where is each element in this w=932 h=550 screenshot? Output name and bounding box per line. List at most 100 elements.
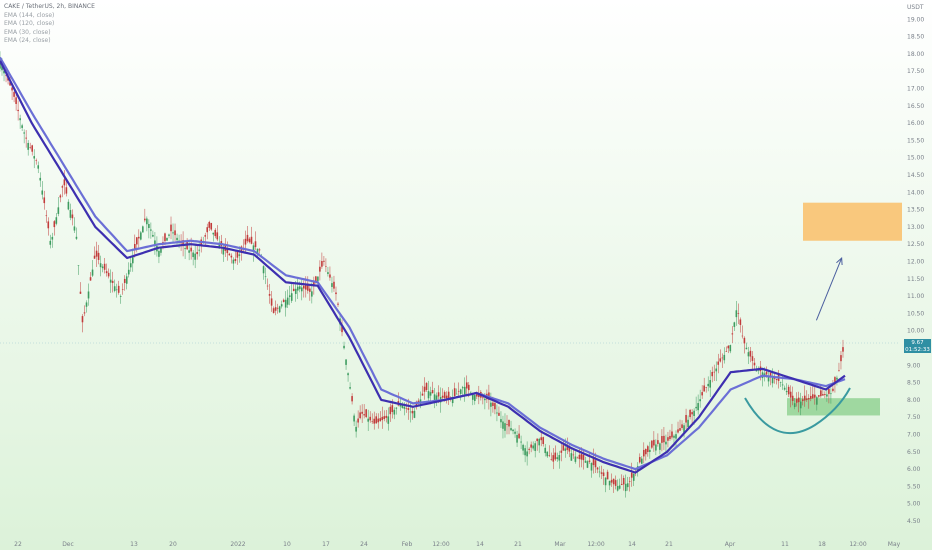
resistance-zone[interactable] xyxy=(803,202,902,241)
candle xyxy=(17,100,19,121)
candle xyxy=(735,300,738,326)
candle xyxy=(125,273,128,290)
target-arrow-head xyxy=(836,256,843,266)
ema-fast-line[interactable] xyxy=(0,60,846,474)
indicator-ema-24[interactable]: EMA (24, close) xyxy=(4,37,51,44)
time-tick-label: 12:00 xyxy=(587,541,604,548)
indicator-ema-120[interactable]: EMA (120, close) xyxy=(4,20,55,27)
time-axis[interactable]: 22 Dec 13 20 2022 10 17 24 Feb 12:00 14 21 Mar 12:00 1… xyxy=(14,541,900,548)
drawings-layer xyxy=(744,256,851,435)
candle xyxy=(512,428,514,435)
support-zone[interactable] xyxy=(787,398,880,416)
time-tick-label: 18 xyxy=(818,541,826,548)
candle xyxy=(520,435,522,450)
indicator-ema-30[interactable]: EMA (30, close) xyxy=(4,28,51,36)
candle xyxy=(0,51,1,72)
candle xyxy=(602,468,605,485)
candle xyxy=(73,217,76,233)
candle xyxy=(121,283,124,295)
candle xyxy=(530,441,532,453)
candle xyxy=(246,226,249,244)
price-tick-label: 5.50 xyxy=(907,483,921,490)
candle xyxy=(85,300,88,313)
candle xyxy=(49,234,52,249)
candle xyxy=(445,391,448,404)
price-tick-label: 7.00 xyxy=(907,432,921,439)
candle xyxy=(83,305,86,317)
cup-curve-drawing[interactable] xyxy=(744,387,851,435)
candle xyxy=(524,445,526,463)
symbol-title[interactable]: CAKE / TetherUS, 2h, BINANCE xyxy=(4,3,95,10)
candle xyxy=(232,257,235,270)
target-arrow[interactable] xyxy=(815,257,843,321)
candle xyxy=(59,193,62,203)
candle xyxy=(379,411,382,422)
candle xyxy=(81,314,84,333)
time-tick-label: 13 xyxy=(130,541,138,548)
candle xyxy=(618,478,621,490)
candle xyxy=(457,382,460,397)
candle xyxy=(711,366,714,383)
candle xyxy=(19,114,21,129)
candle xyxy=(230,253,233,264)
candle xyxy=(747,346,750,365)
candle xyxy=(600,465,603,480)
candle xyxy=(148,219,150,239)
candle xyxy=(616,479,619,492)
candle xyxy=(67,199,70,211)
candle xyxy=(381,406,384,429)
candle xyxy=(427,380,430,404)
candle xyxy=(805,390,808,402)
candle xyxy=(363,404,365,419)
ema-slow-line[interactable] xyxy=(0,56,846,471)
price-tick-label: 17.00 xyxy=(907,86,924,93)
candle xyxy=(248,237,251,244)
candle xyxy=(830,388,832,404)
candle xyxy=(725,346,728,352)
candle xyxy=(657,433,659,447)
candle xyxy=(733,321,736,332)
candle xyxy=(789,385,792,408)
candle xyxy=(343,341,345,350)
candle xyxy=(63,170,66,195)
bar-countdown: 01:52:33 xyxy=(905,346,930,353)
candle xyxy=(393,407,396,420)
candle xyxy=(146,216,148,232)
candle xyxy=(455,388,458,395)
candle xyxy=(264,267,267,285)
price-tick-label: 10.50 xyxy=(907,310,924,317)
candle xyxy=(101,264,104,273)
candle xyxy=(51,232,54,248)
candle xyxy=(719,349,722,363)
candle xyxy=(349,382,351,390)
candle xyxy=(371,413,374,424)
candle xyxy=(89,272,92,281)
candle xyxy=(278,305,281,314)
candle xyxy=(665,434,667,453)
candle xyxy=(699,389,701,408)
price-tick-label: 6.50 xyxy=(907,449,921,456)
time-tick-label: May xyxy=(888,541,901,548)
price-axis[interactable]: USDT 19.00 18.50 18.00 17.50 17.00 16.50 16.00 1… xyxy=(907,4,924,525)
candle xyxy=(431,381,434,394)
candle xyxy=(117,280,120,295)
candle xyxy=(296,277,299,299)
price-tick-label: 17.50 xyxy=(907,68,924,75)
candle xyxy=(653,431,655,452)
candle xyxy=(274,300,277,316)
candle xyxy=(258,247,261,254)
candle xyxy=(705,386,707,393)
time-tick-label: 21 xyxy=(665,541,673,548)
time-tick-label: 11 xyxy=(781,541,789,548)
price-tick-label: 16.00 xyxy=(907,120,924,127)
candle xyxy=(548,445,551,458)
candle xyxy=(288,285,291,306)
candle xyxy=(309,285,311,301)
candle xyxy=(192,250,194,266)
candle xyxy=(327,266,329,277)
price-tick-label: 11.50 xyxy=(907,276,924,283)
indicator-ema-144[interactable]: EMA (144, close) xyxy=(4,11,55,19)
candle xyxy=(383,410,386,422)
candle xyxy=(69,203,72,221)
